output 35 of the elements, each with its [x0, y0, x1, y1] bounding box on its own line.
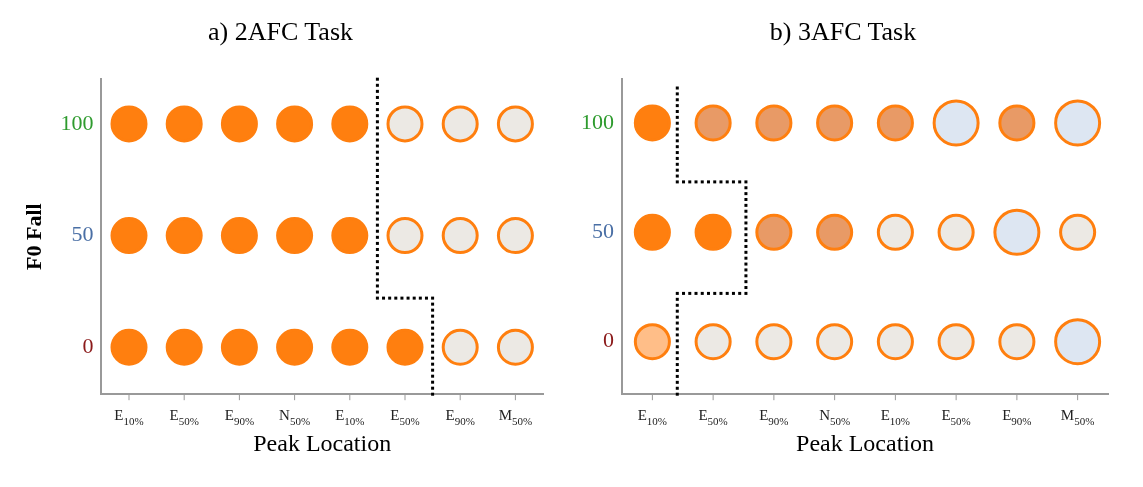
point: [165, 105, 203, 143]
point: [386, 105, 424, 143]
point: [331, 328, 369, 366]
point: [496, 217, 534, 255]
y-tick-label: 0: [603, 327, 614, 353]
point: [441, 328, 479, 366]
point: [441, 217, 479, 255]
y-tick-label: 100: [581, 108, 614, 134]
point: [165, 328, 203, 366]
y-tick-label: 50: [592, 218, 614, 244]
point: [220, 105, 258, 143]
point: [165, 217, 203, 255]
point: [220, 328, 258, 366]
point: [276, 217, 314, 255]
point: [331, 105, 369, 143]
y-tick-label: 100: [60, 109, 94, 135]
point: [441, 105, 479, 143]
y-axis-title: F0 Fall: [20, 203, 46, 270]
point: [110, 328, 148, 366]
point: [386, 217, 424, 255]
point: [276, 105, 314, 143]
point: [220, 217, 258, 255]
chart-title: b) 3AFC Task: [769, 17, 917, 47]
point: [276, 328, 314, 366]
x-axis-title: Peak Location: [253, 429, 392, 456]
point: [386, 328, 424, 366]
y-tick-label: 0: [82, 333, 94, 359]
point: [496, 328, 534, 366]
point: [331, 217, 369, 255]
chart-title: a) 2AFC Task: [207, 17, 354, 47]
point: [496, 105, 534, 143]
y-tick-label: 50: [71, 221, 94, 247]
point: [110, 217, 148, 255]
point: [110, 105, 148, 143]
x-axis-title: Peak Location: [796, 429, 934, 456]
